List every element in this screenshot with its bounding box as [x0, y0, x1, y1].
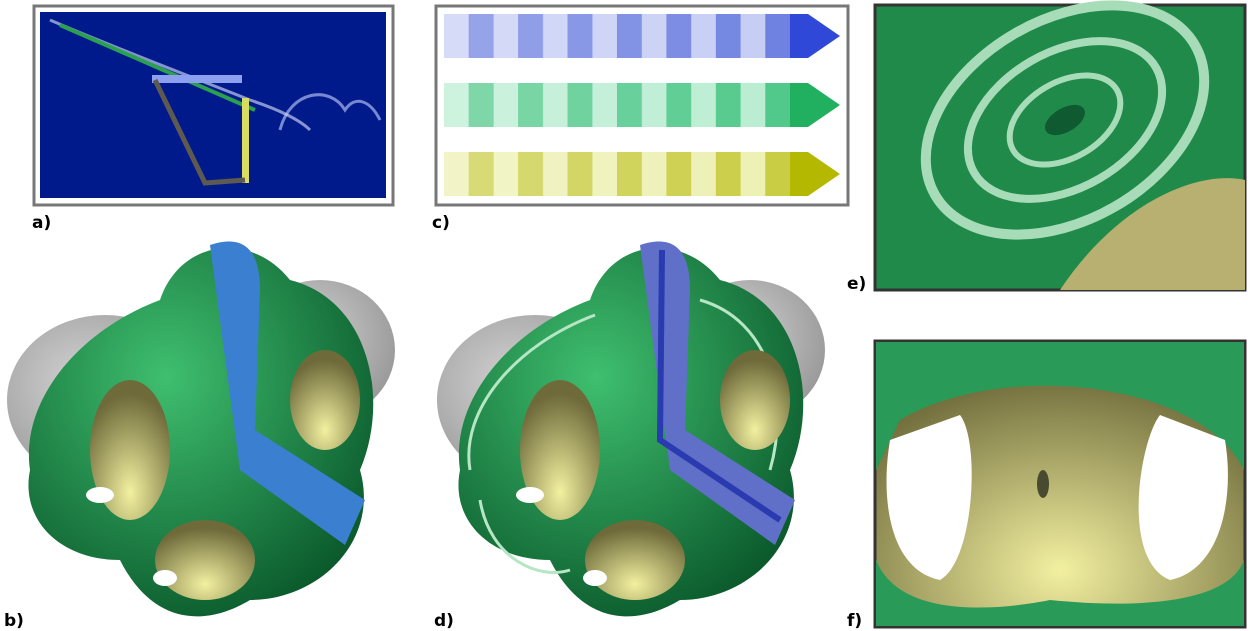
stripe: [691, 152, 717, 196]
surface: [720, 350, 790, 450]
ribbon: [152, 75, 242, 83]
contour: [920, 0, 1210, 240]
panel-label: f): [847, 611, 862, 631]
stripe: [641, 83, 667, 127]
stripe: [567, 14, 593, 58]
panel-e: [873, 0, 1247, 292]
tube: [210, 241, 365, 546]
stripe: [567, 152, 593, 196]
streamline: [59, 23, 256, 112]
stripe: [790, 14, 840, 58]
surface: [28, 247, 374, 617]
panel-label: e): [847, 274, 866, 294]
stripe: [592, 83, 618, 127]
stripe: [715, 14, 742, 58]
hole: [516, 487, 544, 503]
hole: [86, 487, 114, 503]
surface: [1060, 178, 1245, 290]
stripe: [666, 83, 692, 127]
contour: [1045, 104, 1085, 136]
panel-label: c): [432, 213, 450, 233]
panel-d: [437, 241, 825, 617]
stripe: [641, 14, 667, 58]
stripe: [740, 83, 766, 127]
hole: [1138, 415, 1228, 580]
stripe: [518, 152, 544, 196]
panel-label: a): [32, 213, 51, 233]
stripe: [518, 14, 544, 58]
stripe: [765, 83, 791, 127]
stripe: [666, 152, 692, 196]
panel-f: [873, 339, 1247, 629]
stripe: [740, 14, 766, 58]
surface: [585, 520, 685, 600]
surface: [520, 380, 600, 520]
stripe: [468, 152, 494, 196]
streamline: [278, 93, 382, 131]
stripe: [666, 14, 692, 58]
stripe: [617, 14, 643, 58]
stripe: [691, 83, 717, 127]
stripe: [592, 152, 618, 196]
stripe: [641, 152, 667, 196]
stripe: [444, 83, 470, 127]
stripe: [765, 14, 791, 58]
stripe: [542, 152, 569, 196]
panel-b: [7, 241, 395, 617]
surface: [90, 380, 170, 520]
panel-label: d): [434, 611, 454, 631]
stripe: [715, 152, 742, 196]
panel-a: [32, 4, 395, 207]
contour: [963, 37, 1167, 203]
contour: [1006, 72, 1124, 168]
contour: [1037, 470, 1049, 498]
stripe: [444, 14, 470, 58]
tube: [640, 241, 795, 546]
panel-label: b): [4, 611, 24, 631]
hole: [153, 570, 177, 586]
stripe: [542, 83, 569, 127]
stripe: [493, 14, 519, 58]
ribbon: [242, 98, 249, 183]
stripe: [592, 14, 618, 58]
stripe: [740, 152, 766, 196]
path: [152, 78, 246, 186]
stripe: [790, 83, 840, 127]
stripe: [468, 83, 494, 127]
stripe: [691, 14, 717, 58]
panel-c: [434, 4, 850, 207]
stripe: [518, 83, 544, 127]
contour: [656, 249, 782, 523]
stripe: [542, 14, 569, 58]
stripe: [617, 83, 643, 127]
surface: [876, 560, 1244, 626]
stripe: [765, 152, 791, 196]
surface: [290, 350, 360, 450]
stripe: [493, 152, 519, 196]
surface: [876, 342, 1244, 470]
hole: [583, 570, 607, 586]
hole: [886, 415, 972, 580]
stripe: [493, 83, 519, 127]
stripe: [468, 14, 494, 58]
stripe: [617, 152, 643, 196]
stripe: [715, 83, 742, 127]
surface: [155, 520, 255, 600]
stripe: [567, 83, 593, 127]
stripe: [790, 152, 840, 196]
stripe: [444, 152, 470, 196]
